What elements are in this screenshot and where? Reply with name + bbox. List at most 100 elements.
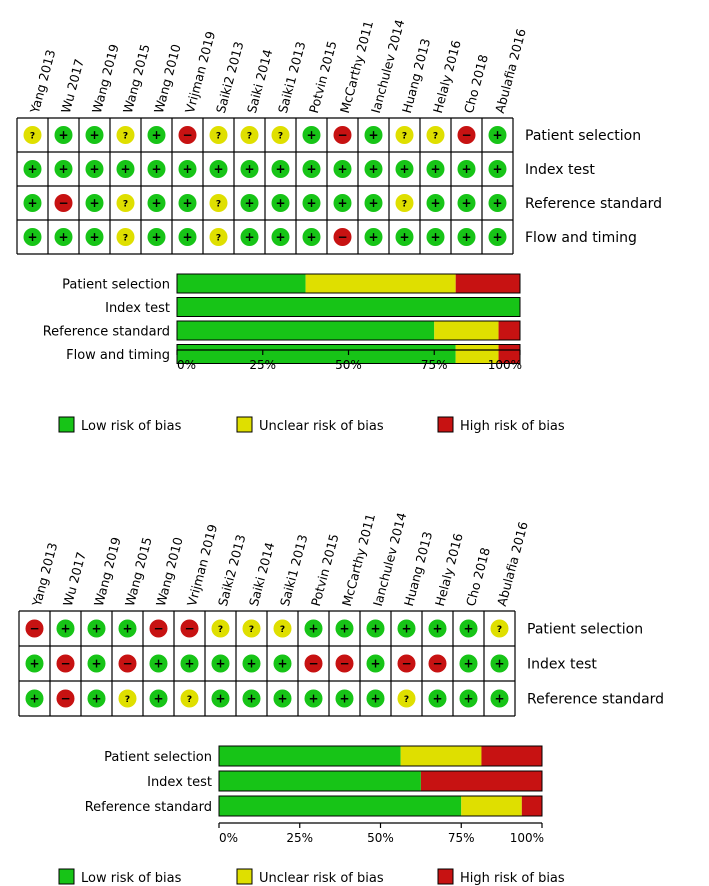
judgement-symbol: −	[184, 622, 194, 636]
judgement-low-dot	[240, 228, 259, 246]
judgement-unclear-dot	[240, 126, 259, 144]
judgement-unclear-dot	[116, 126, 135, 144]
judgement-low-dot	[366, 689, 385, 708]
judgement-unclear-dot	[242, 619, 261, 638]
bar-segment-low	[177, 297, 520, 317]
judgement-high-dot	[333, 228, 352, 246]
judgement-symbol: +	[494, 657, 504, 671]
judgement-symbol: +	[277, 657, 287, 671]
judgement-low-dot	[242, 654, 261, 673]
judgement-low-dot	[395, 228, 414, 246]
judgement-symbol: +	[151, 196, 161, 210]
judgement-low-dot	[302, 228, 321, 246]
judgement-symbol: +	[29, 657, 39, 671]
judgement-low-dot	[271, 194, 290, 212]
judgement-high-dot	[397, 654, 416, 673]
judgement-symbol: +	[60, 622, 70, 636]
judgement-unclear-dot	[271, 126, 290, 144]
x-tick-label: 0%	[219, 831, 238, 845]
judgement-symbol: +	[277, 692, 287, 706]
legend-label: Low risk of bias	[81, 871, 182, 886]
legend: Low risk of bias Unclear risk of bias High…	[58, 868, 565, 886]
judgement-symbol: +	[29, 692, 39, 706]
legend-label: Unclear risk of bias	[259, 419, 384, 434]
judgement-high-dot	[178, 126, 197, 144]
judgement-low-dot	[149, 689, 168, 708]
judgement-symbol: +	[151, 128, 161, 142]
judgement-low-dot	[87, 689, 106, 708]
judgement-low-dot	[271, 228, 290, 246]
judgement-low-dot	[211, 689, 230, 708]
judgement-symbol: +	[89, 162, 99, 176]
legend: Low risk of bias Unclear risk of bias High…	[58, 416, 565, 434]
bar-outline	[218, 795, 543, 817]
judgement-low-dot	[364, 160, 383, 178]
study-label: Saiki1 2013	[277, 533, 311, 608]
judgement-low-dot	[366, 619, 385, 638]
judgement-low-dot	[85, 160, 104, 178]
judgement-low-dot	[490, 654, 509, 673]
judgement-symbol: +	[401, 622, 411, 636]
judgement-unclear-dot	[490, 619, 509, 638]
judgement-symbol: +	[339, 692, 349, 706]
judgement-symbol: −	[122, 657, 132, 671]
x-tick-label: 0%	[177, 358, 196, 372]
legend-swatch-low	[58, 416, 75, 433]
judgement-high-dot	[428, 654, 447, 673]
judgement-low-dot	[23, 228, 42, 246]
judgement-low-dot	[180, 654, 199, 673]
judgement-symbol: +	[399, 230, 409, 244]
study-label: Wang 2015	[120, 42, 153, 114]
judgement-low-dot	[178, 228, 197, 246]
bar-category-label: Reference standard	[85, 800, 212, 815]
bar-outline	[176, 297, 521, 317]
domain-label: Index test	[527, 657, 597, 673]
judgement-symbol: +	[215, 657, 225, 671]
judgement-low-dot	[240, 160, 259, 178]
judgement-symbol: +	[337, 196, 347, 210]
judgement-high-dot	[56, 689, 75, 708]
judgement-high-dot	[118, 654, 137, 673]
judgement-symbol: +	[27, 162, 37, 176]
judgement-symbol: +	[89, 230, 99, 244]
judgement-low-dot	[147, 160, 166, 178]
judgement-low-dot	[426, 194, 445, 212]
judgement-low-dot	[118, 619, 137, 638]
judgement-low-dot	[302, 126, 321, 144]
bar-segment-low	[219, 771, 421, 791]
judgement-symbol: ?	[123, 132, 128, 142]
bar-segment-unclear	[455, 344, 499, 364]
judgement-low-dot	[488, 228, 507, 246]
judgement-symbol: +	[58, 128, 68, 142]
judgement-low-dot	[85, 194, 104, 212]
study-label: Yang 2013	[27, 48, 59, 116]
judgement-low-dot	[271, 160, 290, 178]
judgement-low-dot	[54, 228, 73, 246]
judgement-symbol: −	[60, 692, 70, 706]
bar-segment-low	[177, 274, 306, 293]
legend-swatch-high	[437, 416, 454, 433]
judgement-symbol: +	[91, 692, 101, 706]
judgement-symbol: +	[399, 162, 409, 176]
judgement-symbol: +	[89, 128, 99, 142]
study-label: Vrijman 2019	[184, 523, 220, 608]
legend-swatch-high	[437, 868, 454, 885]
judgement-high-dot	[304, 654, 323, 673]
bar-segment-high	[420, 771, 542, 791]
judgement-low-dot	[488, 194, 507, 212]
legend-label: High risk of bias	[460, 871, 565, 886]
legend-swatch-unclear	[236, 868, 253, 885]
study-label: Huang 2013	[399, 37, 433, 115]
judgement-symbol: −	[60, 657, 70, 671]
study-label: Wang 2015	[122, 535, 155, 607]
judgement-symbol: +	[151, 230, 161, 244]
judgement-unclear-dot	[395, 194, 414, 212]
judgement-symbol: +	[463, 622, 473, 636]
judgement-low-dot	[395, 160, 414, 178]
judgement-low-dot	[56, 619, 75, 638]
judgement-low-dot	[335, 619, 354, 638]
judgement-low-dot	[302, 194, 321, 212]
bar-outline	[176, 273, 521, 294]
judgement-low-dot	[211, 654, 230, 673]
